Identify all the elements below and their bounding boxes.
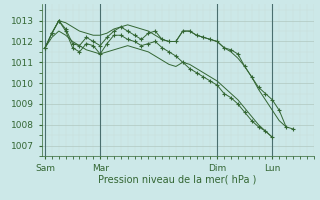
X-axis label: Pression niveau de la mer( hPa ): Pression niveau de la mer( hPa ) [99, 174, 257, 184]
